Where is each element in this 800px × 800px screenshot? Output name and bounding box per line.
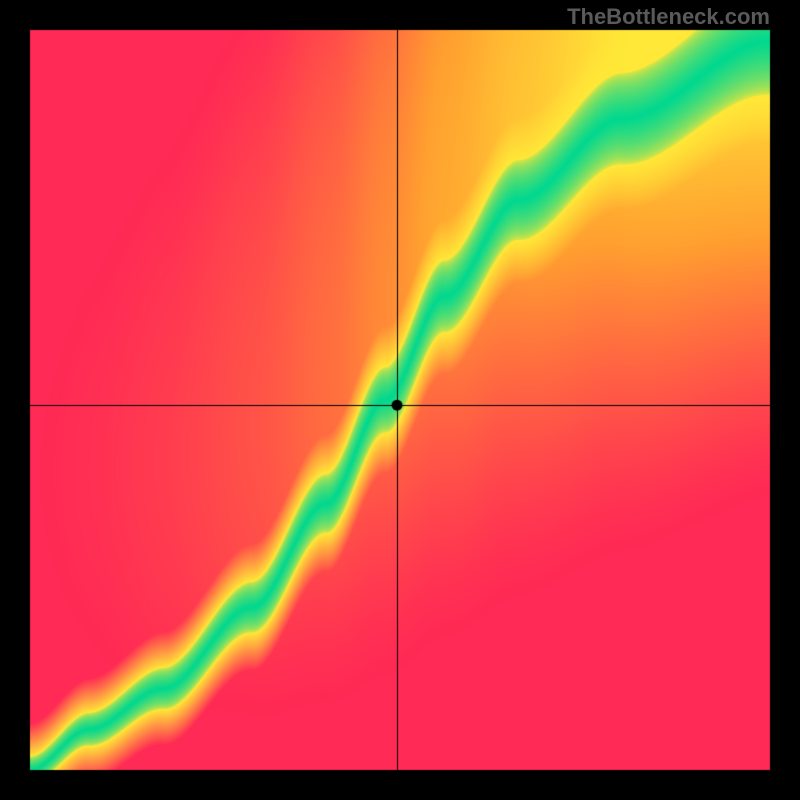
watermark-label: TheBottleneck.com xyxy=(567,4,770,30)
bottleneck-heatmap xyxy=(0,0,800,800)
chart-root: { "watermark": { "text": "TheBottleneck.… xyxy=(0,0,800,800)
